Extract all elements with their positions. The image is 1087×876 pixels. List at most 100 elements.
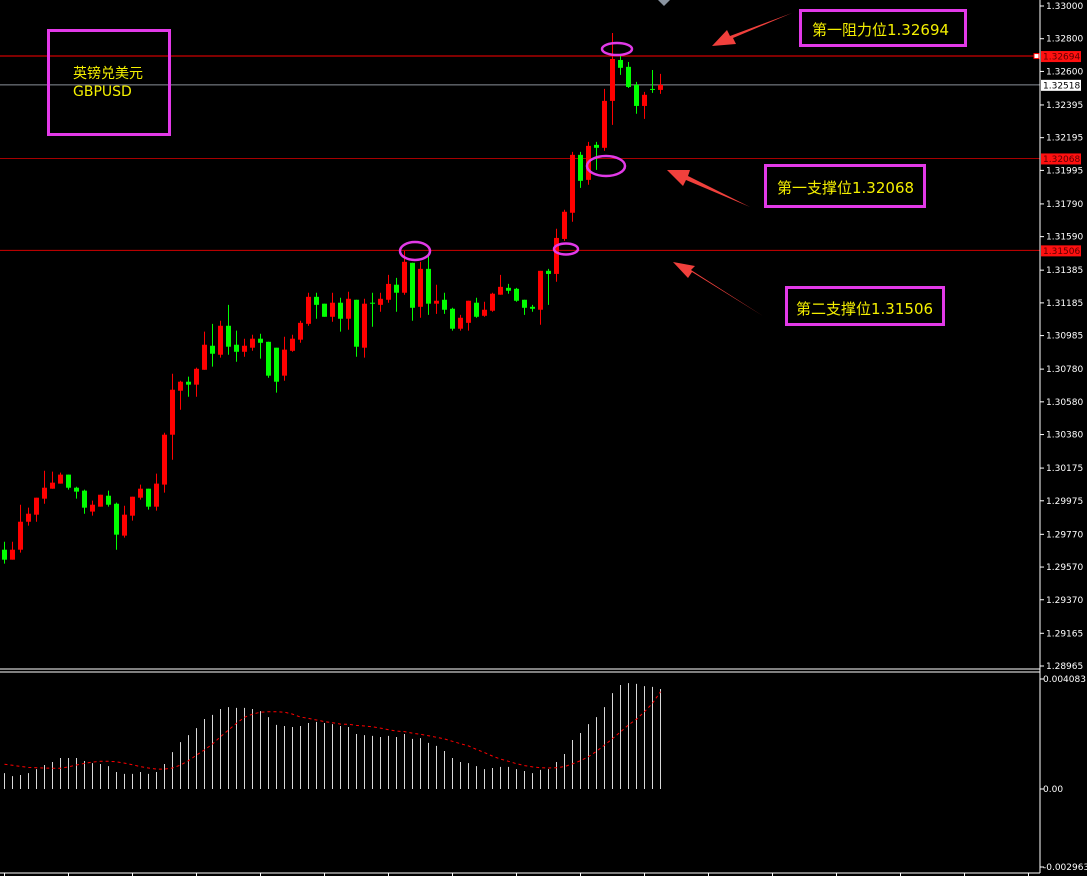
price-tick-label: 1.28965: [1046, 662, 1083, 672]
candle-bull: [658, 84, 663, 90]
support2-arrow-icon: [673, 262, 763, 316]
candle-bull: [194, 368, 199, 385]
price-tick-label: 1.33000: [1046, 2, 1083, 12]
price-tag-background: [1041, 79, 1081, 91]
candle-bear: [450, 308, 455, 329]
candle-bear: [426, 268, 431, 304]
price-tick-label: 1.31590: [1046, 233, 1083, 243]
candle-bear: [186, 381, 191, 385]
candle-bull: [290, 338, 295, 351]
candle-bear: [394, 284, 399, 293]
macd-tick-label: 0.00: [1043, 785, 1063, 795]
candle-bear: [594, 144, 599, 148]
candle-bull: [418, 268, 423, 307]
support1-label-box: 第一支撑位1.32068: [764, 164, 926, 208]
arrows: [667, 13, 792, 316]
candle-bull: [466, 300, 471, 323]
price-tag-label: 1.32518: [1043, 81, 1080, 91]
alert-marker-icon: [1033, 53, 1040, 60]
candle-bull: [562, 211, 567, 239]
candle-bear: [514, 288, 519, 301]
candle-bull: [330, 302, 335, 317]
candles: [2, 32, 663, 564]
support1-label: 第一支撑位1.32068: [777, 179, 915, 197]
candle-bull: [250, 338, 255, 348]
macd-signal-line: [4, 691, 661, 770]
candle-bear: [322, 303, 327, 317]
candle-bull: [378, 298, 383, 305]
candle-bear: [74, 487, 79, 492]
candle-bear: [410, 262, 415, 308]
price-tick-label: 1.31385: [1046, 266, 1083, 276]
candle-bull: [482, 309, 487, 316]
candle-bull: [178, 381, 183, 391]
candle-bear: [338, 302, 343, 319]
candle-bull: [362, 303, 367, 348]
price-axis: 1.33000 1.32800 1.32600 1.32395 1.32195 1.319…: [1040, 2, 1083, 672]
price-tick-label: 1.32195: [1046, 134, 1083, 144]
price-tag-background: [1041, 51, 1081, 63]
price-tick-label: 1.29975: [1046, 497, 1083, 507]
candle-bear: [226, 325, 231, 347]
candle-bull: [154, 483, 159, 507]
candle-bull: [298, 322, 303, 340]
price-tag-background: [1041, 245, 1081, 257]
macd-tick-label: -0.002963: [1043, 863, 1087, 873]
support2-label-box: 第二支撑位1.31506: [785, 286, 945, 326]
price-tick-label: 1.29570: [1046, 563, 1083, 573]
resistance-highlight-circle: [600, 41, 634, 57]
candle-bull: [642, 94, 647, 106]
candle-bear: [522, 299, 527, 308]
price-tag-background: [1041, 153, 1081, 165]
candle-bear: [442, 299, 447, 310]
price-tag-label: 1.31506: [1043, 247, 1080, 257]
candle-bull: [58, 474, 63, 484]
candle-bull: [34, 497, 39, 515]
candle-bull: [402, 261, 407, 293]
price-tick-label: 1.31995: [1046, 166, 1083, 176]
candle-bull: [490, 293, 495, 311]
candle-bear: [2, 549, 7, 560]
candle-bear: [82, 490, 87, 508]
candle-bull: [554, 237, 559, 274]
candle-bull: [202, 344, 207, 370]
price-tick-label: 1.31790: [1046, 200, 1083, 210]
candle-bull: [570, 154, 575, 213]
candle-bull: [138, 488, 143, 498]
candle-bull: [242, 345, 247, 352]
candle-bear: [266, 341, 271, 376]
price-tick-label: 1.32395: [1046, 101, 1083, 111]
chart-shift-marker-icon[interactable]: [658, 0, 670, 6]
candle-bear: [314, 296, 319, 305]
candle-bear: [258, 338, 263, 343]
candle-bear: [634, 84, 639, 106]
candle-bull: [346, 298, 351, 319]
candle-bull: [122, 514, 127, 536]
candle-bull: [18, 521, 23, 550]
candle-bull: [538, 270, 543, 310]
price-tag-label: 1.32068: [1043, 155, 1080, 165]
resistance1-label: 第一阻力位1.32694: [812, 21, 950, 39]
support1-arrow-icon: [667, 170, 750, 207]
candle-bear: [546, 270, 551, 274]
candle-bull: [170, 389, 175, 435]
symbol-name-cn: 英镑兑美元: [73, 66, 143, 82]
candle-bear: [650, 88, 655, 90]
macd-axis: 0.004083 0.00 -0.002963: [1040, 675, 1087, 873]
price-tick-label: 1.30780: [1046, 365, 1083, 375]
candle-bear: [274, 347, 279, 382]
macd-indicator: [4, 683, 661, 789]
candle-bear: [530, 306, 535, 309]
candle-bull: [130, 496, 135, 516]
candle-bull: [26, 513, 31, 522]
candle-bear: [474, 302, 479, 317]
price-tick-label: 1.30380: [1046, 431, 1083, 441]
candle-bull: [98, 494, 103, 507]
support1-highlight-circle: [585, 154, 627, 178]
candle-bull: [498, 286, 503, 295]
price-tick-label: 1.31185: [1046, 299, 1083, 309]
resistance-arrow-icon: [712, 13, 792, 46]
price-tick-label: 1.32600: [1046, 67, 1083, 77]
